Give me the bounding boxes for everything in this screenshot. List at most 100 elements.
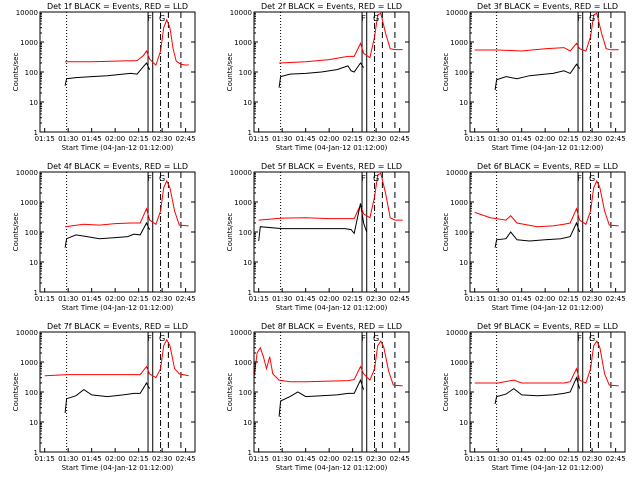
x-tick-label: 01:45 xyxy=(512,135,532,143)
x-tick-label: 01:30 xyxy=(272,295,292,303)
x-tick-label: 02:00 xyxy=(319,455,339,463)
series-line-red xyxy=(474,12,619,52)
panel-title: Det 7f BLACK = Events, RED = LLD xyxy=(47,322,188,331)
y-tick-label: 1 xyxy=(34,289,38,297)
series-line-black xyxy=(278,62,365,88)
x-tick-label: 01:30 xyxy=(488,135,508,143)
x-tick-label: 02:45 xyxy=(390,455,410,463)
y-tick-label: 1000 xyxy=(234,359,252,367)
x-tick-label: 01:15 xyxy=(465,135,485,143)
flag-label: G xyxy=(159,174,165,183)
x-tick-label: 01:30 xyxy=(58,455,78,463)
y-tick-label: 100 xyxy=(25,229,38,237)
x-tick-label: 01:30 xyxy=(58,135,78,143)
flag-label: F xyxy=(577,14,582,23)
x-tick-label: 02:15 xyxy=(343,135,363,143)
x-tick-label: 02:00 xyxy=(319,295,339,303)
x-axis-label: Start Time (04-Jan-12 01:12:00) xyxy=(62,464,174,472)
y-tick-label: 10000 xyxy=(16,9,38,17)
plot-frame xyxy=(469,331,626,453)
series-line-red xyxy=(44,338,189,379)
series-line-red xyxy=(279,12,403,64)
y-axis-label: Counts/sec xyxy=(226,53,234,92)
series-line-red xyxy=(474,339,619,387)
x-tick-label: 02:45 xyxy=(176,295,196,303)
y-axis-label: Counts/sec xyxy=(442,53,450,92)
x-axis-label: Start Time (04-Jan-12 01:12:00) xyxy=(492,464,604,472)
y-tick-label: 1000 xyxy=(234,39,252,47)
series-line-black xyxy=(494,221,581,248)
panel-title: Det 2f BLACK = Events, RED = LLD xyxy=(261,2,402,11)
flag-label: F xyxy=(147,174,152,183)
x-tick-label: 02:15 xyxy=(559,295,579,303)
plot-frame xyxy=(253,171,410,293)
x-tick-label: 02:15 xyxy=(343,455,363,463)
flag-label: G xyxy=(589,334,595,343)
flag-label: F xyxy=(577,334,582,343)
x-tick-label: 02:30 xyxy=(582,455,602,463)
x-tick-label: 02:45 xyxy=(176,135,196,143)
panel-title: Det 8f BLACK = Events, RED = LLD xyxy=(261,322,402,331)
x-tick-label: 02:30 xyxy=(366,455,386,463)
y-tick-label: 100 xyxy=(239,389,252,397)
flag-label: F xyxy=(361,14,366,23)
x-axis-label: Start Time (04-Jan-12 01:12:00) xyxy=(276,304,388,312)
y-tick-label: 100 xyxy=(239,69,252,77)
x-tick-label: 01:15 xyxy=(249,135,269,143)
y-tick-label: 1000 xyxy=(450,199,468,207)
x-tick-label: 02:15 xyxy=(559,455,579,463)
y-tick-label: 1000 xyxy=(20,359,38,367)
panel-1: Det 1f BLACK = Events, RED = LLD F G 1 10 100… xyxy=(12,2,196,152)
series-line-black xyxy=(64,382,151,414)
x-tick-label: 02:15 xyxy=(129,135,149,143)
flag-label: F xyxy=(577,174,582,183)
y-tick-label: 1000 xyxy=(20,39,38,47)
y-tick-label: 1 xyxy=(248,289,252,297)
y-tick-label: 10000 xyxy=(16,169,38,177)
panel-4: Det 4f BLACK = Events, RED = LLD F G 1 10 100… xyxy=(12,162,196,312)
x-tick-label: 02:15 xyxy=(559,135,579,143)
x-tick-label: 02:00 xyxy=(105,135,125,143)
y-tick-label: 1 xyxy=(464,129,468,137)
x-axis-label: Start Time (04-Jan-12 01:12:00) xyxy=(276,464,388,472)
x-tick-label: 01:45 xyxy=(82,135,102,143)
x-tick-label: 02:30 xyxy=(152,455,172,463)
panel-5: Det 5f BLACK = Events, RED = LLD F G 1 10 100… xyxy=(226,162,410,312)
x-tick-label: 01:30 xyxy=(272,135,292,143)
x-tick-label: 01:45 xyxy=(296,455,316,463)
x-axis-label: Start Time (04-Jan-12 01:12:00) xyxy=(62,304,174,312)
x-tick-label: 02:45 xyxy=(606,295,626,303)
panel-6: Det 6f BLACK = Events, RED = LLD F G 1 10 100… xyxy=(442,162,626,312)
series-line-black xyxy=(494,376,581,405)
plot-frame xyxy=(253,331,410,453)
series-line-black xyxy=(278,378,365,417)
x-axis-label: Start Time (04-Jan-12 01:12:00) xyxy=(62,144,174,152)
flag-label: G xyxy=(589,174,595,183)
flag-label: F xyxy=(361,174,366,183)
plot-frame xyxy=(39,331,196,453)
x-axis-label: Start Time (04-Jan-12 01:12:00) xyxy=(492,304,604,312)
x-tick-label: 02:30 xyxy=(582,295,602,303)
y-axis-label: Counts/sec xyxy=(12,213,20,252)
y-axis-label: Counts/sec xyxy=(226,373,234,412)
x-tick-label: 02:15 xyxy=(129,295,149,303)
y-axis-label: Counts/sec xyxy=(442,213,450,252)
y-tick-label: 1 xyxy=(34,129,38,137)
series-line-black xyxy=(494,63,581,91)
panel-title: Det 5f BLACK = Events, RED = LLD xyxy=(261,162,402,171)
y-tick-label: 10 xyxy=(459,259,468,267)
y-tick-label: 100 xyxy=(455,389,468,397)
y-tick-label: 10 xyxy=(243,99,252,107)
plot-frame xyxy=(39,171,196,293)
flag-label: F xyxy=(147,334,152,343)
y-tick-label: 10000 xyxy=(446,169,468,177)
x-tick-label: 02:45 xyxy=(606,455,626,463)
flag-label: F xyxy=(147,14,152,23)
panel-7: Det 7f BLACK = Events, RED = LLD F G 1 10 100… xyxy=(12,322,196,472)
y-axis-label: Counts/sec xyxy=(12,373,20,412)
panel-title: Det 4f BLACK = Events, RED = LLD xyxy=(47,162,188,171)
y-tick-label: 1000 xyxy=(450,359,468,367)
x-tick-label: 02:30 xyxy=(582,135,602,143)
x-tick-label: 01:30 xyxy=(272,455,292,463)
y-tick-label: 100 xyxy=(25,69,38,77)
